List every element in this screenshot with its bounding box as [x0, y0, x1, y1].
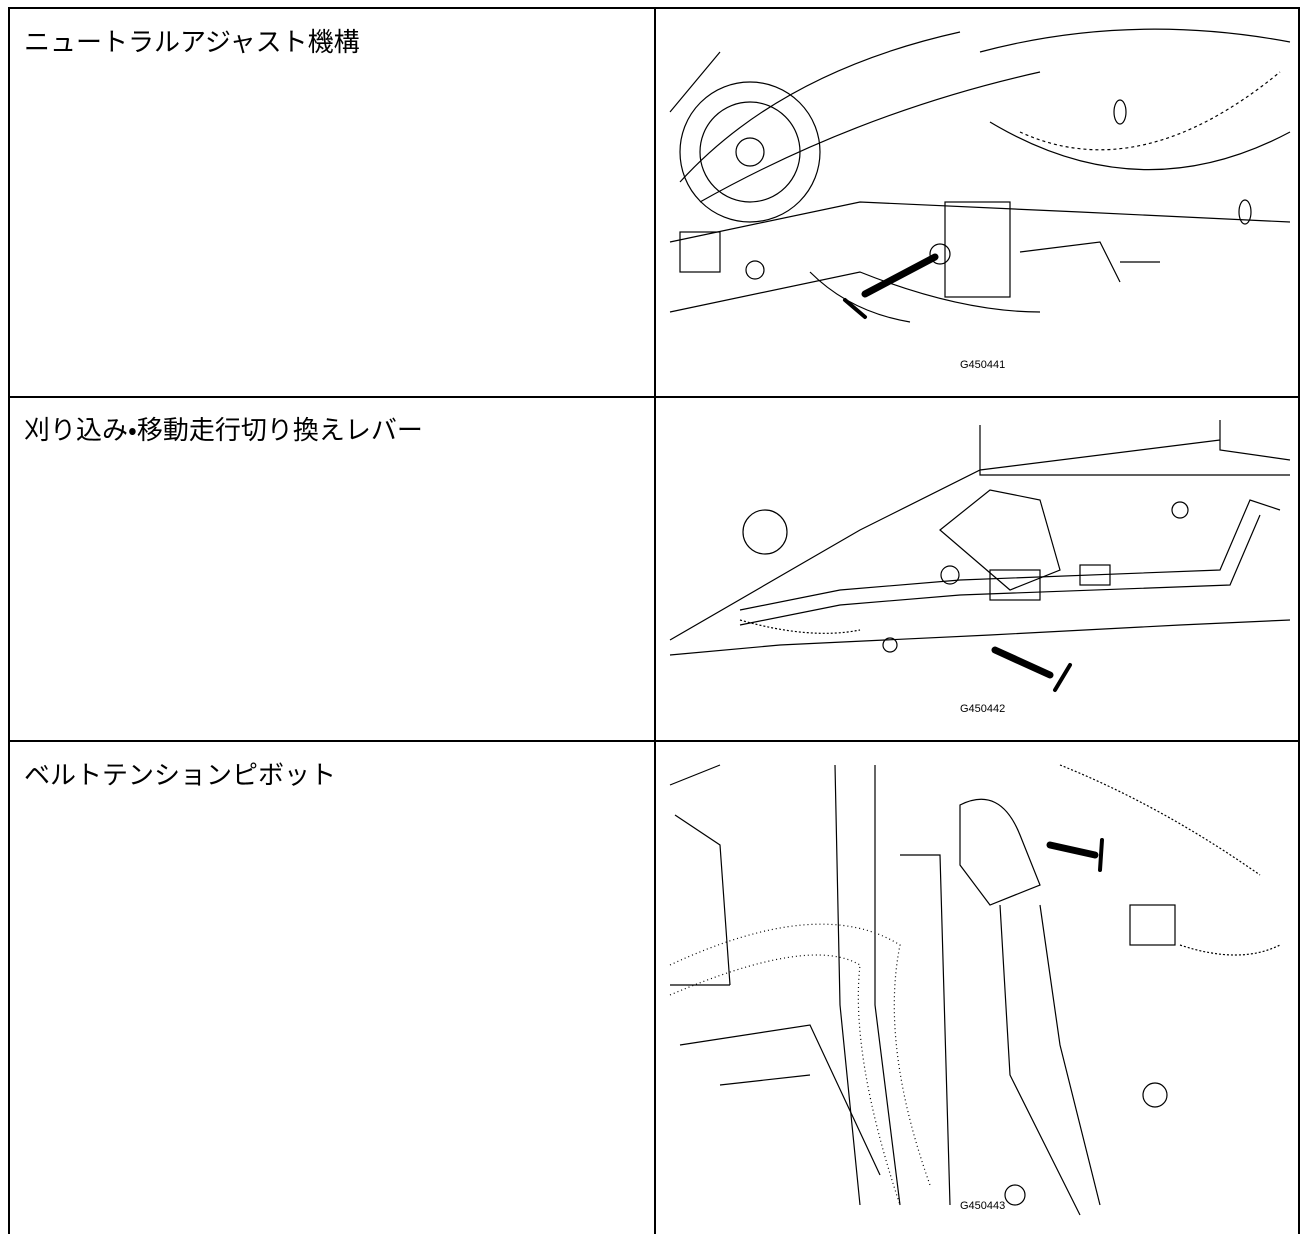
table-border	[8, 7, 10, 1234]
row-label: 刈り込み・移動走行切り換えレバー	[24, 416, 423, 446]
figure-code: G450441	[960, 359, 1005, 371]
row-label: ニュートラルアジャスト機構	[24, 28, 360, 58]
figure-code: G450442	[960, 703, 1005, 715]
illustration: G450443	[669, 764, 1281, 1216]
row-label: ベルトテンションピボット	[24, 761, 337, 791]
figure-code: G450443	[960, 1200, 1005, 1212]
column-divider	[654, 7, 656, 1234]
illustration: G450442	[669, 420, 1291, 715]
table-border	[1298, 7, 1300, 1234]
illustration: G450441	[669, 28, 1291, 371]
